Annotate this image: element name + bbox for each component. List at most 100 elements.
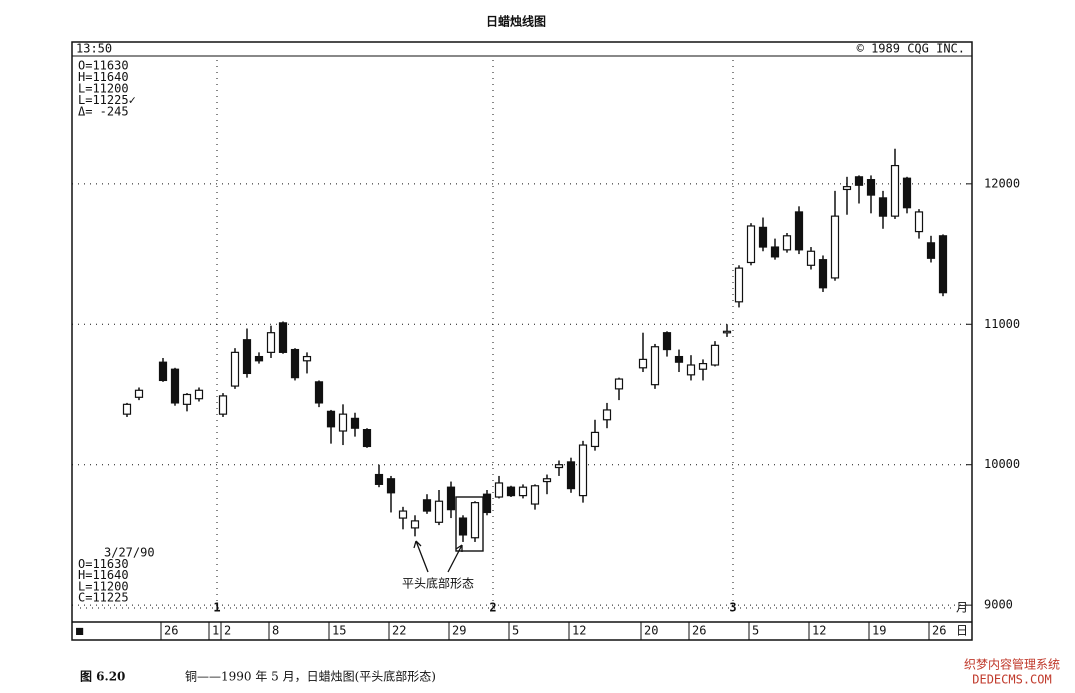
candle-body [398,510,408,519]
candle-body [158,361,168,382]
y-tick-label: 12000 [984,176,1020,190]
candle-body [734,267,744,303]
x-tick-label: 20 [644,624,658,638]
day-unit: 日 [956,624,968,638]
candle-body [122,403,132,415]
annotation: 平头底部形态 [402,576,474,591]
caption-text: 铜——1990 年 5 月，日蜡烛图(平头底部形态) [185,669,436,684]
info-top: Δ= -245 [78,105,129,119]
y-tick-label: 10000 [984,457,1020,471]
candle-body [518,486,528,497]
copyright: © 1989 CQG INC. [857,42,965,56]
candle-body [530,485,540,505]
candle-body [446,486,456,511]
candle-body [578,444,588,497]
x-tick-label: 12 [812,624,826,638]
candle-body [602,409,612,421]
watermark: DEDECMS.COM [972,673,1051,687]
x-tick-label: 26 [692,624,706,638]
candle-body [638,358,648,369]
candle-body [878,197,888,217]
candle-body [674,355,684,363]
x-tick-label: 12 [572,624,586,638]
candle-body [722,330,732,334]
y-tick-label: 11000 [984,317,1020,331]
candle-body [830,215,840,279]
candle-body [290,348,300,379]
info-bottom: 3/27/90 [104,546,155,560]
candle-body [134,389,144,398]
candle-body [566,461,576,490]
candle-body [746,225,756,264]
candle-body [302,355,312,362]
candle-body [758,226,768,248]
x-tick-label: 26 [932,624,946,638]
candle-body [266,332,276,353]
candle-body [194,389,204,400]
x-tick-label: 2 [224,624,231,638]
candle-body [170,368,180,404]
candle-body [650,346,660,386]
x-tick-label: 26 [164,624,178,638]
candle-body [854,176,864,186]
candle-body [374,473,384,485]
month-label: 3 [729,601,736,615]
candle-body [182,393,192,405]
x-tick-label: 8 [272,624,279,638]
x-tick-label: 5 [752,624,759,638]
candle-body [890,164,900,217]
candle-body [362,429,372,448]
candle-body [818,259,828,289]
info-bottom: H=11640 [78,568,129,582]
month-label: 2 [489,601,496,615]
candle-body [410,520,420,529]
candle-body [386,478,396,494]
candle-body [458,517,468,536]
x-tick-label: 15 [332,624,346,638]
candle-body [590,431,600,448]
time-label: 13:50 [76,42,112,56]
x-tick-label: 5 [512,624,519,638]
candle-body [494,482,504,498]
candle-body [686,364,696,376]
candle-body [770,246,780,258]
candle-body [230,351,240,387]
candle-body [338,413,348,432]
candle-body [326,410,336,428]
candle-body [314,381,324,404]
candle-body [554,464,564,469]
candle-body [710,344,720,366]
info-top: O=11630 [78,59,129,73]
info-bottom: C=11225 [78,591,129,605]
caption-label: 图 6.20 [80,670,125,684]
x-tick-label: 29 [452,624,466,638]
highlight-box [455,496,484,552]
candle-body [542,478,552,483]
candle-body [926,242,936,259]
info-top: L=11225✓ [78,93,136,107]
candle-body [350,417,360,429]
x-tick-label: 1 [212,624,219,638]
candle-body [842,186,852,191]
info-top: H=11640 [78,70,129,84]
candle-body [242,339,252,375]
candle-body [434,500,444,523]
candle-body [806,250,816,266]
watermark: 织梦内容管理系统 [964,657,1060,672]
month-unit: 月 [956,601,968,615]
info-bottom: O=11630 [78,557,129,571]
candle-body [614,378,624,390]
corner-mark: ■ [76,624,84,638]
candle-body [914,211,924,233]
candle-body [422,499,432,512]
candle-body [278,322,288,353]
y-tick-label: 9000 [984,598,1013,612]
candle-body [482,493,492,514]
candle-body [698,362,708,370]
candle-body [218,395,228,415]
candle-body [254,355,264,362]
info-top: L=11200 [78,82,129,96]
candle-body [866,179,876,196]
